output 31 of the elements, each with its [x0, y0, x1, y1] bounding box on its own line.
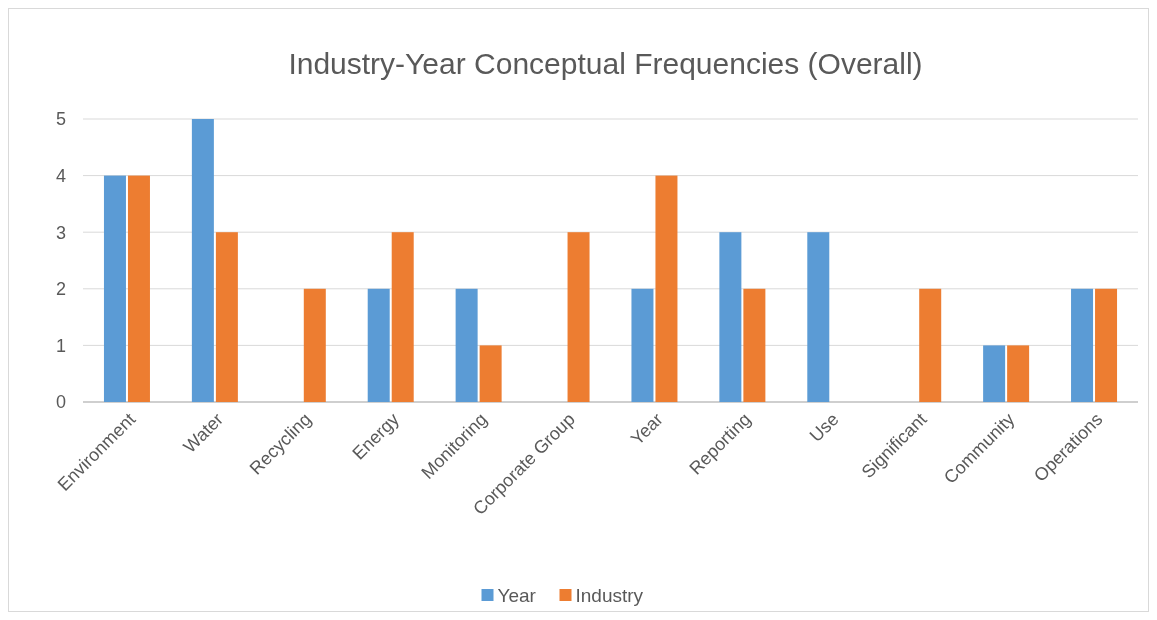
x-tick-label: Use [805, 409, 843, 446]
bar [215, 232, 238, 402]
bar [919, 288, 942, 402]
bar [655, 175, 678, 402]
bar [567, 232, 590, 402]
bar [367, 288, 390, 402]
bar [303, 288, 326, 402]
x-tick-label: Year [626, 409, 667, 449]
bar [631, 288, 654, 402]
bar [455, 288, 478, 402]
y-tick-label: 0 [55, 392, 67, 413]
bar [719, 232, 742, 402]
bar [807, 232, 830, 402]
chart-title: Industry-Year Conceptual Frequencies (Overall) [288, 47, 923, 80]
bar [191, 119, 214, 402]
bar [1071, 288, 1094, 402]
bar [1095, 288, 1118, 402]
legend-label: Year [497, 584, 537, 606]
bar [127, 175, 150, 402]
legend-label: Industry [575, 584, 644, 606]
y-tick-label: 3 [55, 222, 67, 243]
y-tick-label: 4 [55, 165, 67, 186]
bar [743, 288, 766, 402]
y-tick-label: 2 [55, 279, 67, 300]
bar [391, 232, 414, 402]
bar [103, 175, 126, 402]
bar [983, 345, 1006, 402]
y-tick-label: 1 [55, 335, 67, 356]
y-tick-label: 5 [55, 109, 67, 130]
bar [1007, 345, 1030, 402]
bar [479, 345, 502, 402]
